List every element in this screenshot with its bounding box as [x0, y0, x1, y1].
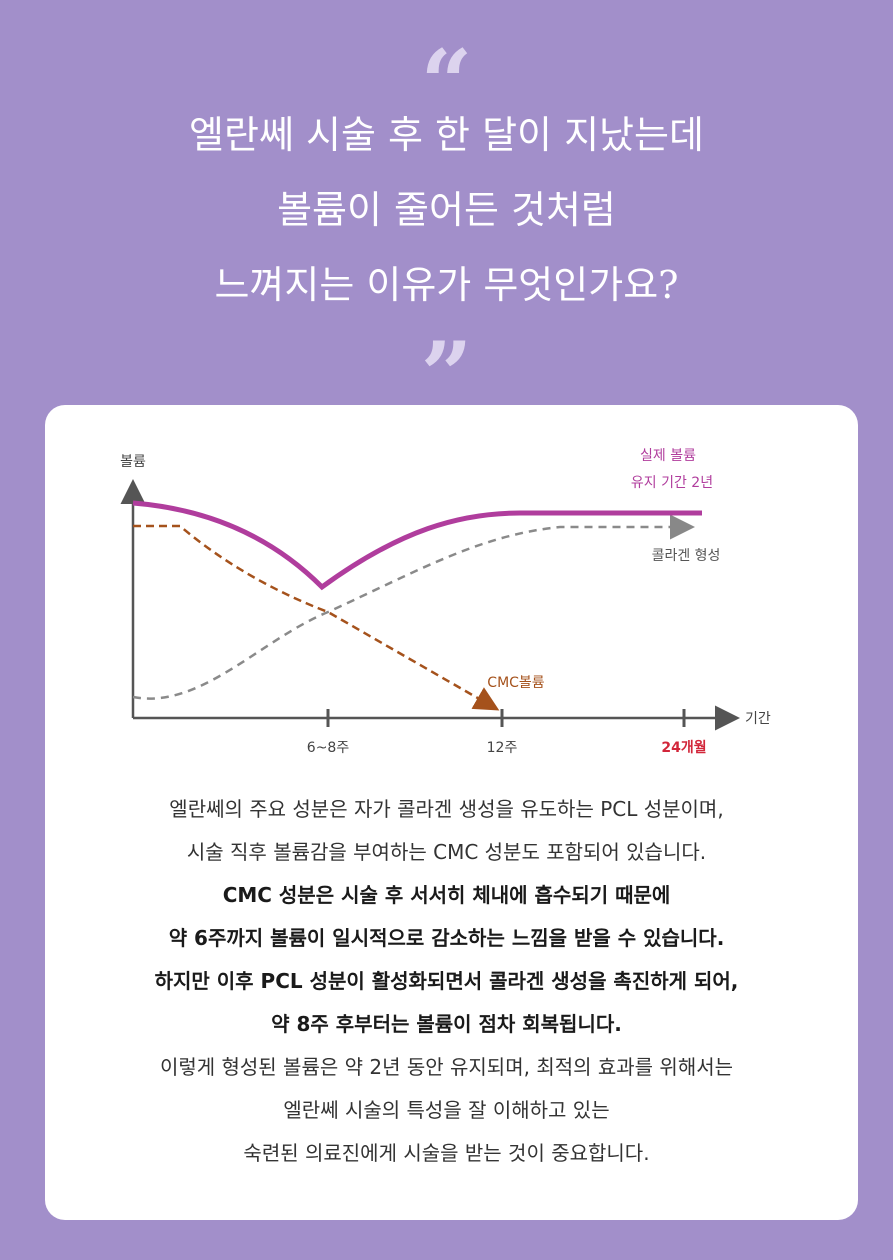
- cmc-curve: [133, 524, 500, 711]
- open-quote: “: [420, 30, 473, 136]
- description-line: 엘란쎄의 주요 성분은 자가 콜라겐 생성을 유도하는 PCL 성분이며,: [169, 797, 724, 821]
- title: 엘란쎄 시술 후 한 달이 지났는데 볼륨이 줄어든 것처럼 느껴지는 이유가 …: [0, 98, 893, 323]
- description-line: 숙련된 의료진에게 시술을 받는 것이 중요합니다.: [243, 1141, 650, 1165]
- y-label: 볼륨: [120, 454, 146, 470]
- title-line: 엘란쎄 시술 후 한 달이 지났는데: [189, 113, 704, 157]
- description-line: CMC 성분은 시술 후 서서히 체내에 흡수되기 때문에: [222, 883, 671, 907]
- description-line: 시술 직후 볼륨감을 부여하는 CMC 성분도 포함되어 있습니다.: [186, 840, 707, 864]
- x-tick-label: 12주: [487, 740, 518, 756]
- x-tick-label: 24개월: [661, 739, 706, 756]
- description: 엘란쎄의 주요 성분은 자가 콜라겐 생성을 유도하는 PCL 성분이며, 시술 …: [0, 788, 893, 1175]
- x-tick-label: 6~8주: [307, 740, 350, 756]
- series-label: 유지 기간 2년: [631, 475, 713, 491]
- title-line: 볼륨이 줄어든 것처럼: [277, 188, 616, 232]
- card: [45, 405, 858, 1220]
- series-label: 실제 볼륨: [640, 448, 696, 464]
- title-line: 느껴지는 이유가 무엇인가요?: [214, 263, 679, 307]
- collagen-curve: [132, 514, 695, 700]
- diagram: 볼륨 기간 6~8주 12주 24개월 실제 볼륨 유지 기간 2년 콜라겐 형…: [120, 448, 771, 756]
- description-line: 약 8주 후부터는 볼륨이 점차 회복됩니다.: [271, 1012, 622, 1036]
- description-line: 약 6주까지 볼륨이 일시적으로 감소하는 느낌을 받을 수 있습니다.: [168, 926, 725, 950]
- actual-volume-curve: [132, 500, 702, 591]
- description-line: 엘란쎄 시술의 특성을 잘 이해하고 있는: [283, 1098, 610, 1122]
- series-label: CMC볼륨: [487, 675, 545, 691]
- description-line: 이렇게 형성된 볼륨은 약 2년 동안 유지되며, 최적의 효과를 위해서는: [159, 1055, 734, 1079]
- x-label: 기간: [745, 711, 771, 727]
- series-label: 콜라겐 형성: [652, 548, 721, 564]
- description-line: 하지만 이후 PCL 성분이 활성화되면서 콜라겐 생성을 촉진하게 되어,: [154, 969, 739, 993]
